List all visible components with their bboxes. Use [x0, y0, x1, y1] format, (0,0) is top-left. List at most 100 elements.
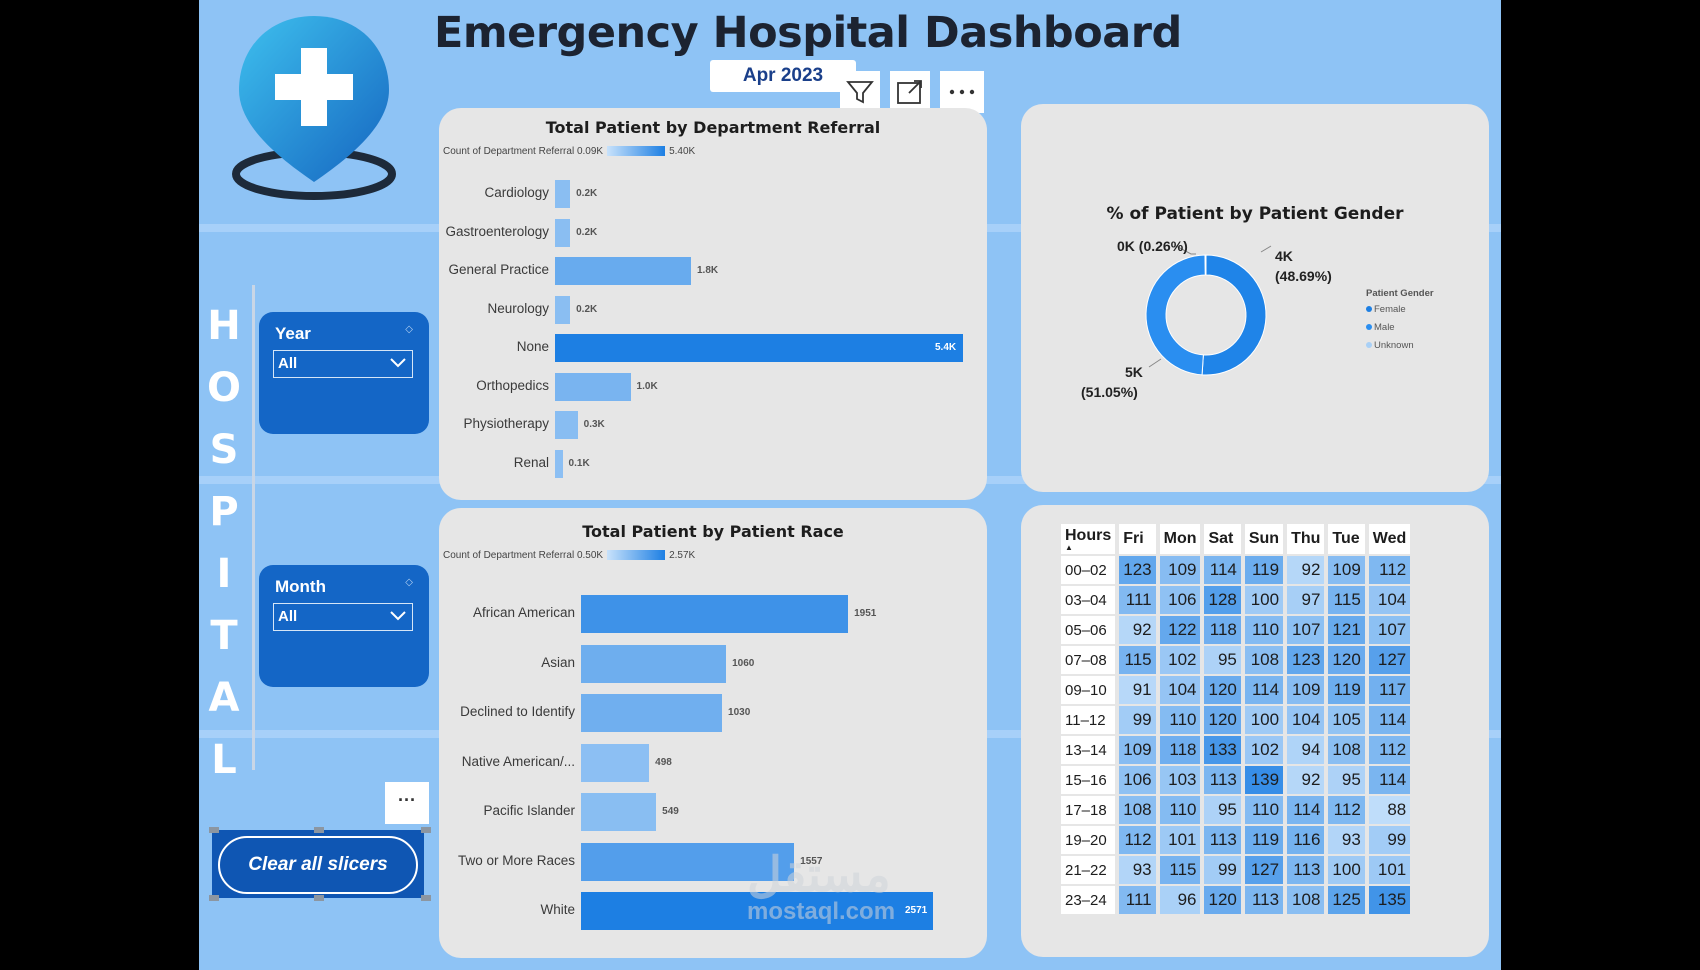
- resize-handle[interactable]: [421, 895, 431, 901]
- row-hour-label: 17–18: [1061, 796, 1116, 824]
- matrix-header[interactable]: Tue: [1328, 524, 1365, 554]
- month-dropdown[interactable]: All: [273, 603, 413, 631]
- category-label: Orthopedics: [476, 377, 549, 393]
- matrix-cell: 122: [1159, 616, 1201, 644]
- bar[interactable]: [555, 372, 631, 401]
- matrix-cell: 108: [1244, 646, 1284, 674]
- bar[interactable]: [555, 180, 571, 208]
- eraser-icon[interactable]: ◇: [405, 577, 413, 588]
- bar[interactable]: [581, 644, 727, 683]
- gender-legend-female[interactable]: Female: [1366, 304, 1406, 315]
- bar-value-label: 0.1K: [568, 457, 590, 469]
- race-legend-label: Count of Department Referral: [443, 550, 575, 561]
- matrix-header[interactable]: Hours ▲: [1061, 524, 1116, 554]
- donut-slice-unknown[interactable]: [1204, 254, 1207, 276]
- race-color-legend: Count of Department Referral 0.50K 2.57K: [443, 550, 695, 561]
- category-label: Declined to Identify: [460, 704, 575, 719]
- dept-referral-card: Total Patient by Department Referral Cou…: [439, 108, 987, 500]
- category-label: Gastroenterology: [445, 223, 549, 239]
- bar[interactable]: [555, 295, 571, 324]
- gender-chart-title: % of Patient by Patient Gender: [1106, 204, 1404, 224]
- matrix-cell: 114: [1204, 556, 1241, 584]
- bar[interactable]: [581, 892, 933, 930]
- resize-handle[interactable]: [209, 827, 219, 833]
- resize-handle[interactable]: [421, 827, 431, 833]
- bar[interactable]: [555, 218, 571, 247]
- category-label: Physiotherapy: [463, 416, 549, 431]
- bar[interactable]: [555, 257, 691, 285]
- category-label: Two or More Races: [457, 852, 575, 868]
- gender-legend-male[interactable]: Male: [1366, 322, 1395, 333]
- watermark: مستقل mostaql.com: [747, 852, 895, 924]
- matrix-header[interactable]: Wed: [1368, 524, 1411, 554]
- matrix-cell: 103: [1159, 766, 1201, 794]
- bar[interactable]: [581, 595, 849, 633]
- category-label: None: [516, 339, 549, 354]
- matrix-cell: 109: [1328, 556, 1365, 584]
- resize-handle[interactable]: [209, 895, 219, 901]
- filter-icon[interactable]: [840, 71, 880, 113]
- matrix-cell: 112: [1368, 736, 1411, 764]
- resize-handle[interactable]: [314, 827, 324, 833]
- matrix-cell: 102: [1244, 736, 1284, 764]
- matrix-cell: 120: [1204, 676, 1241, 704]
- matrix-header[interactable]: Thu: [1287, 524, 1325, 554]
- matrix-cell: 119: [1328, 676, 1365, 704]
- gender-label-unknown: 0K (0.26%): [1117, 238, 1188, 254]
- matrix-header[interactable]: Fri: [1119, 524, 1156, 554]
- matrix-cell: 92: [1287, 556, 1325, 584]
- year-dropdown[interactable]: All: [273, 350, 413, 378]
- focus-mode-icon[interactable]: [890, 71, 930, 113]
- matrix-cell: 114: [1368, 706, 1411, 734]
- side-letter: L: [211, 737, 237, 783]
- eraser-icon[interactable]: ◇: [405, 324, 413, 335]
- matrix-cell: 118: [1159, 736, 1201, 764]
- bar[interactable]: [581, 743, 650, 782]
- bar[interactable]: [555, 334, 963, 362]
- clear-slicers-button[interactable]: Clear all slicers: [212, 830, 424, 898]
- matrix-cell: 109: [1287, 676, 1325, 704]
- matrix-cell: 114: [1368, 766, 1411, 794]
- matrix-cell: 100: [1244, 586, 1284, 614]
- matrix-cell: 92: [1287, 766, 1325, 794]
- row-hour-label: 13–14: [1061, 736, 1116, 764]
- matrix-cell: 95: [1204, 646, 1241, 674]
- gender-legend-unknown[interactable]: Unknown: [1366, 340, 1414, 351]
- bar[interactable]: [555, 449, 563, 478]
- matrix-cell: 111: [1119, 586, 1156, 614]
- resize-handle[interactable]: [314, 895, 324, 901]
- bar[interactable]: [581, 694, 723, 732]
- matrix-header[interactable]: Sat: [1204, 524, 1241, 554]
- matrix-cell: 100: [1244, 706, 1284, 734]
- donut-slice-female[interactable]: [1201, 254, 1267, 376]
- patient-race-card: Total Patient by Patient Race Count of D…: [439, 508, 987, 958]
- donut-slice-male[interactable]: [1145, 254, 1206, 376]
- table-row: 13–14 109 118 133 102 94 108 112: [1061, 736, 1411, 764]
- matrix-cell: 112: [1119, 826, 1156, 854]
- legend-unknown-label: Unknown: [1374, 340, 1414, 351]
- matrix-cell: 113: [1244, 886, 1284, 914]
- bar[interactable]: [581, 793, 657, 831]
- month-slicer: Month ◇ All: [259, 565, 429, 687]
- hospital-location-logo: [232, 16, 396, 200]
- matrix-cell: 99: [1368, 826, 1411, 854]
- legend-female-label: Female: [1374, 304, 1406, 315]
- more-options-icon[interactable]: [940, 71, 984, 113]
- matrix-cell: 135: [1368, 886, 1411, 914]
- table-row: 17–18 108 110 95 110 114 112 88: [1061, 796, 1411, 824]
- bar[interactable]: [581, 842, 795, 881]
- category-label: Neurology: [487, 300, 549, 316]
- matrix-cell: 106: [1119, 766, 1156, 794]
- category-label: Cardiology: [484, 185, 549, 200]
- matrix-cell: 111: [1119, 886, 1156, 914]
- matrix-header[interactable]: Sun: [1244, 524, 1284, 554]
- bar[interactable]: [555, 411, 578, 439]
- matrix-cell: 118: [1204, 616, 1241, 644]
- bar-value-label: 1.0K: [636, 380, 658, 392]
- matrix-cell: 109: [1119, 736, 1156, 764]
- matrix-cell: 113: [1287, 856, 1325, 884]
- matrix-header[interactable]: Mon: [1159, 524, 1201, 554]
- more-options-button[interactable]: ···: [385, 782, 429, 824]
- matrix-cell: 107: [1368, 616, 1411, 644]
- dept-legend-label: Count of Department Referral: [443, 146, 575, 157]
